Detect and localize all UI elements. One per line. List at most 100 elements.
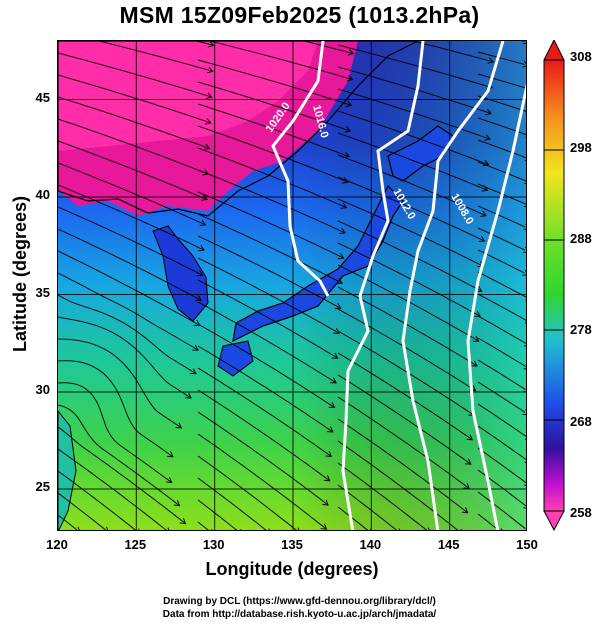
streamline-arrowhead [192,344,199,351]
streamline-arrowhead [339,227,346,234]
x-tick-label: 150 [516,537,538,552]
streamline-arrowhead [175,422,183,429]
colorbar-tick: 268 [570,414,592,429]
x-tick-label: 145 [437,537,460,552]
streamline [58,162,206,226]
streamline-arrowhead [522,60,526,68]
streamline [337,418,468,514]
streamline-arrowhead [328,401,336,408]
streamline-arrowhead [77,526,80,530]
streamline [58,250,200,326]
streamline [58,360,174,458]
streamline-arrowhead [327,426,334,433]
colorbar-tick: 258 [570,505,592,520]
streamline [58,492,106,530]
streamline [197,213,343,284]
colorbar-tick: 278 [570,322,592,337]
streamline [477,491,526,530]
map-canvas: 1020.0 1016.0 1012.0 1008.0 [58,41,526,530]
streamline [477,139,526,159]
streamline [208,41,353,80]
streamline-arrowhead [345,100,353,108]
x-tick-label: 120 [46,537,68,552]
streamline-arrowhead [461,507,469,514]
streamline-arrowhead [333,327,341,334]
y-tick-label: 25 [35,479,50,494]
x-tick-label: 130 [202,537,225,552]
streamline [477,403,526,437]
y-tick-label: 45 [35,90,50,105]
streamline-arrowhead [195,295,203,302]
streamline [58,118,209,175]
streamline [58,316,192,399]
streamline [477,51,525,65]
streamline [197,257,340,334]
streamline [197,367,332,457]
streamline-arrowhead [198,245,205,252]
streamline-arrowhead [323,475,331,482]
streamline-arrowhead [334,303,342,309]
streamline-arrowhead [201,194,208,201]
streamline [477,271,526,298]
streamline [58,426,186,524]
streamline [337,44,493,89]
streamline-arrowhead [199,219,207,226]
streamline-arrowhead [205,92,213,99]
streamline-arrowhead [463,482,470,490]
streamline [477,73,526,89]
credit-line: Data from http://database.rish.kyoto-u.a… [162,609,437,620]
streamline-arrowhead [522,409,526,416]
streamline [337,198,484,267]
streamline [58,338,182,429]
streamline [197,433,327,530]
streamline-arrowhead [204,118,212,125]
streamline [337,132,488,191]
streamline [96,41,213,72]
streamline [197,125,348,183]
streamline [197,455,297,530]
streamline [197,499,238,530]
streamline-arrowhead [196,270,204,277]
streamline-arrowhead [208,41,215,48]
streamline-arrowhead [523,386,526,393]
streamline [337,242,481,317]
streamline-arrowhead [320,523,328,530]
streamline [58,206,203,276]
streamline [477,315,526,345]
streamline [477,293,526,321]
page-title: MSM 15Z09Feb2025 (1013.2hPa) [119,2,480,28]
streamline [197,235,341,309]
streamline [411,41,494,63]
streamline-arrowhead [427,527,430,530]
streamline-arrowhead [485,108,493,116]
streamline [197,81,351,132]
streamline [477,447,526,484]
streamline [337,462,428,530]
streamline-arrowhead [340,202,348,209]
streamline [337,66,492,114]
streamline [58,294,197,375]
streamline [477,381,526,413]
streamline-arrowhead [484,134,491,141]
streamline-arrowhead [344,126,352,133]
streamline-arrowhead [522,246,526,253]
y-tick-label: 30 [35,382,50,397]
streamline-arrowhead [464,458,472,465]
streamline-arrowhead [522,42,526,45]
x-tick-label: 140 [359,537,382,552]
streamline-arrowhead [347,49,355,56]
streamline-arrowhead [167,451,174,458]
streamline [337,154,487,217]
streamline [58,382,172,483]
streamline-arrowhead [487,57,495,64]
streamline-arrowhead [190,368,197,375]
streamline [58,514,78,530]
streamline [337,110,489,166]
streamline-arrowhead [207,66,214,74]
streamline [302,41,354,55]
streamline [58,228,202,301]
streamline-arrowhead [336,278,344,285]
colorbar-tick: 308 [570,49,592,64]
streamline [477,227,526,251]
credit-line: Drawing by DCL (https://www.gfd-dennou.o… [163,596,436,607]
